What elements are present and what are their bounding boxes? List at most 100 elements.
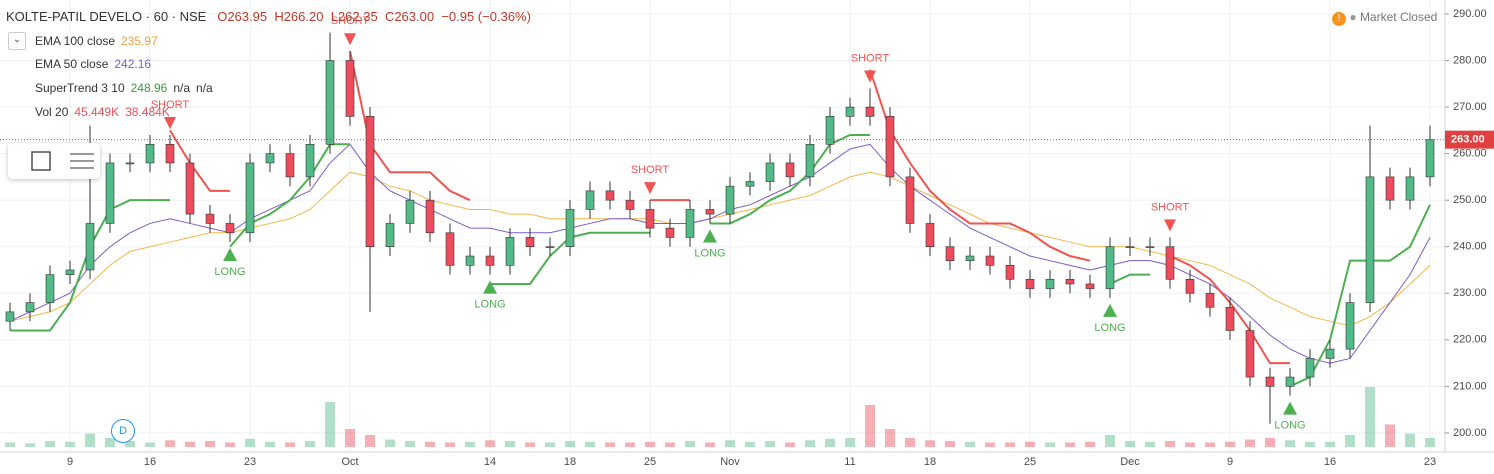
legend-value: n/a [173,81,191,95]
volume-bar [145,442,155,447]
y-tick-label: 220.00 [1453,334,1487,346]
signal-label: SHORT [851,52,890,64]
volume-bar [605,442,615,447]
supertrend-long [710,133,870,225]
volume-bar [385,439,395,447]
candle-body [985,255,995,266]
long-arrow [1103,303,1117,317]
volume-bar [205,441,215,447]
candle-body [265,153,275,164]
y-tick-label: 250.00 [1453,194,1487,206]
candle-body [1085,283,1095,289]
signal-label: LONG [474,299,505,311]
volume-bar [125,441,135,447]
x-tick-label: 9 [1227,456,1233,468]
volume-bar [705,442,715,447]
volume-bar [825,438,835,447]
volume-bar [645,441,655,447]
candle-body [705,209,715,215]
short-arrow [644,182,656,195]
volume-bar [25,443,35,447]
ohlc-close: C263.00 [384,9,435,24]
y-tick-label: 260.00 [1453,148,1487,160]
candle-body [1065,278,1075,285]
volume-bar [1265,438,1275,447]
volume-bar [845,438,855,447]
volume-bar [525,442,535,447]
volume-bar [65,441,75,447]
volume-bar [405,441,415,447]
legend-name: Vol 20 [35,105,69,119]
volume-bar [985,442,995,447]
volume-bar [1085,441,1095,447]
supertrend-short [869,69,1091,262]
signal-label: LONG [1094,322,1125,334]
signal-label: LONG [214,266,245,278]
volume-bar [925,440,935,447]
candle-body [865,106,875,117]
x-tick-label: 16 [144,456,156,468]
candle-body [405,199,415,224]
symbol-title: KOLTE-PATIL DEVELO · 60 · NSE [6,9,207,24]
legend-name: EMA 50 close [35,57,109,71]
candle-body [5,311,15,322]
short-arrow [164,116,176,129]
volume-bar [885,429,895,447]
candle-body [65,269,75,275]
candle-body [885,116,895,178]
volume-bar [545,442,555,447]
volume-bar [1205,442,1215,447]
volume-bar [665,442,675,447]
volume-bar [1065,442,1075,447]
long-arrow [1283,401,1297,415]
candle-body [225,223,235,234]
market-status: ! ● Market Closed [1332,10,1437,26]
x-tick-label: 23 [244,456,256,468]
x-tick-label: 11 [844,456,855,468]
candle-body [1105,246,1115,289]
candle-body [45,274,55,303]
volume-bar [805,440,815,447]
candle-body [85,223,95,271]
short-arrow [864,70,876,83]
candle-body [965,255,975,261]
volume-bar [505,441,515,447]
candle-body [785,162,795,178]
candle-body [625,199,635,210]
volume-bar [1185,442,1195,447]
rectangle-tool[interactable] [31,151,51,171]
candle-body [1325,348,1335,359]
dividend-marker[interactable]: D [111,419,135,443]
x-tick-label: Dec [1120,456,1140,468]
candle-body [845,106,855,117]
volume-bar [1025,441,1035,447]
volume-bar [585,441,595,447]
candle-body [165,144,175,164]
volume [5,387,1435,447]
volume-bar [1365,387,1375,447]
volume-bar [1385,424,1395,447]
candle-body [1305,358,1315,378]
volume-bar [965,441,975,447]
volume-bar [1105,435,1115,447]
volume-bar [1345,435,1355,447]
drawing-toolbar [8,143,100,179]
candle-body [1385,176,1395,201]
volume-bar [745,441,755,447]
volume-bar [325,402,335,447]
candle-body [1185,278,1195,294]
volume-bar [45,441,55,447]
volume-bar [725,440,735,447]
candle-body [465,255,475,266]
volume-bar [465,441,475,447]
volume-bar [625,442,635,447]
status-text: Market Closed [1359,10,1438,24]
volume-bar [1125,441,1135,447]
candle-body [1425,139,1435,178]
volume-bar [1005,442,1015,447]
candle-body [1285,376,1295,387]
legend-ema50: EMA 50 close 242.16 [35,57,157,71]
candle-body [605,190,615,201]
toolbar-icons [31,151,94,171]
collapse-button[interactable]: ⌄ [8,32,26,50]
